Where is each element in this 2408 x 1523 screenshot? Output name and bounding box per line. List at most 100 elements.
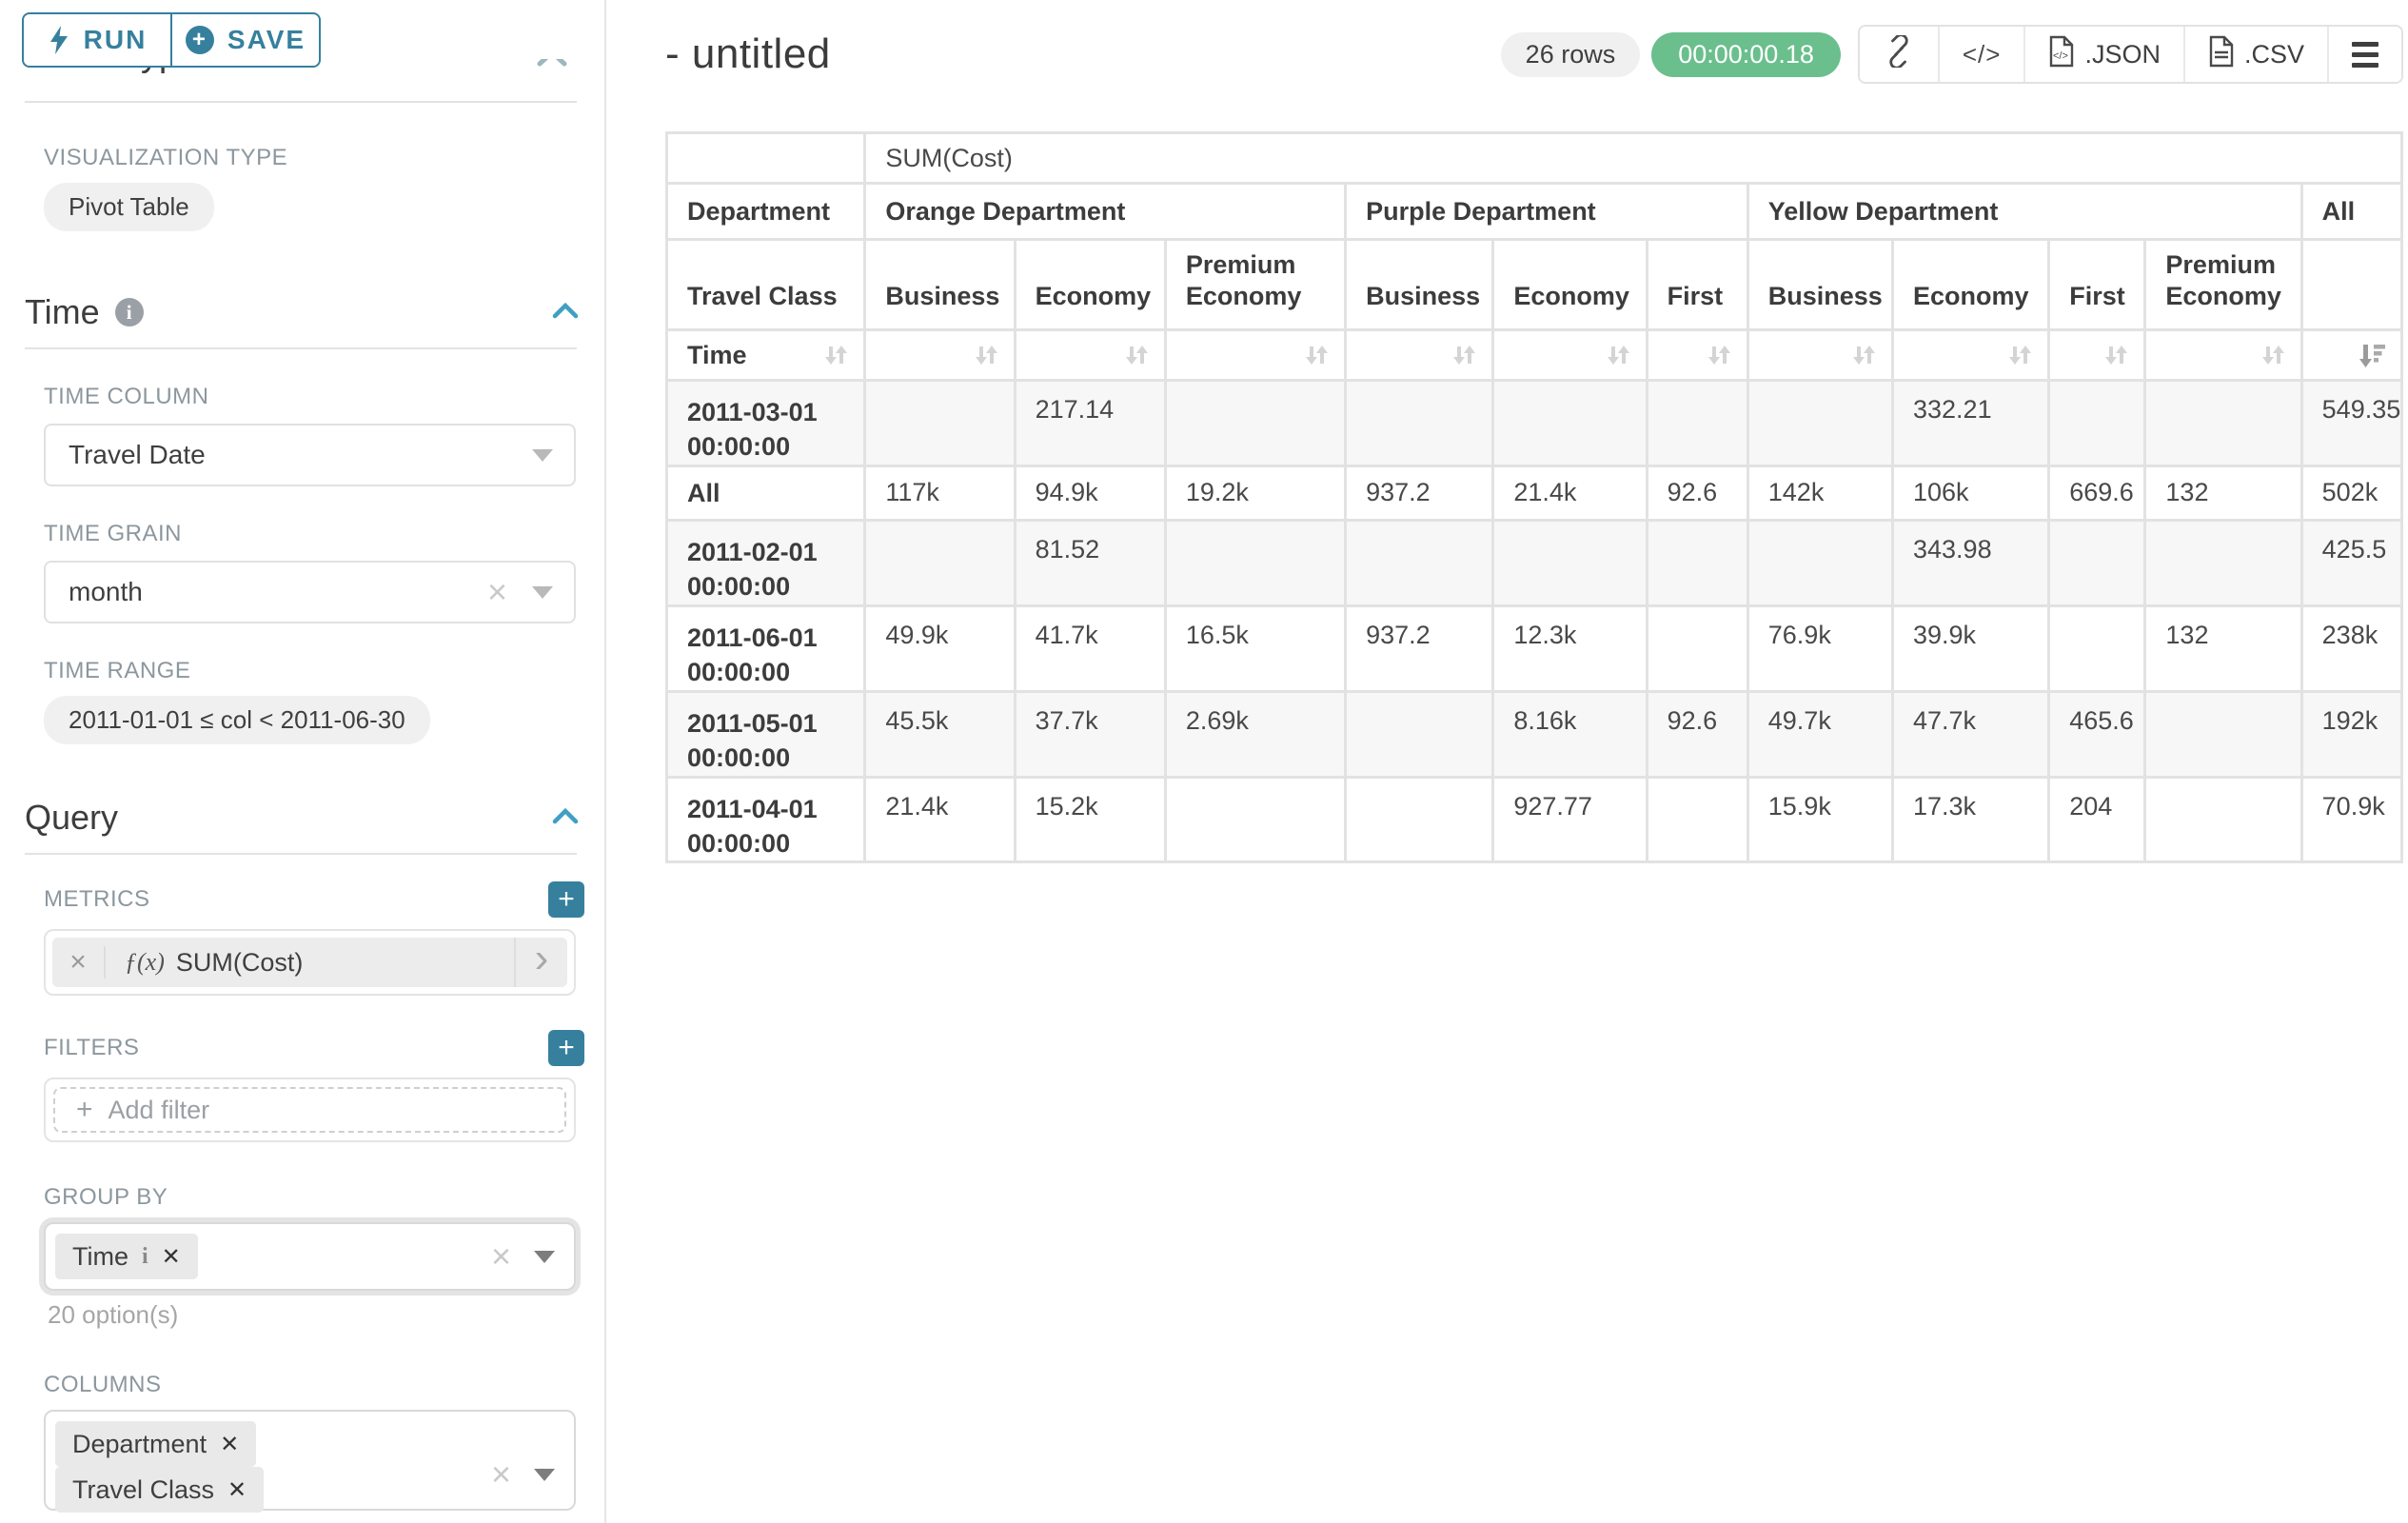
columns-chip[interactable]: Travel Class ✕ [55, 1467, 265, 1513]
pivot-value-cell [1748, 521, 1891, 604]
pivot-value-cell: 927.77 [1494, 778, 1646, 861]
pivot-value-cell: 8.16k [1494, 692, 1646, 776]
pivot-sort-cell [2146, 331, 2300, 379]
sort-icon[interactable] [1303, 342, 1331, 368]
menu-button[interactable] [2329, 27, 2401, 82]
group-by-chip[interactable]: Time i ✕ [55, 1234, 198, 1279]
columns-chip[interactable]: Department ✕ [55, 1421, 257, 1467]
columns-label: COLUMNS [44, 1372, 162, 1397]
pivot-row-header: 2011-03-01 00:00:00 [668, 382, 864, 465]
save-button[interactable]: + SAVE [171, 12, 321, 68]
save-button-label: SAVE [227, 25, 306, 54]
filters-control: + Add filter [44, 1078, 576, 1142]
metric-chip[interactable]: × ƒ(x) SUM(Cost) › [52, 938, 567, 987]
run-button[interactable]: RUN [22, 12, 171, 68]
sort-icon[interactable] [973, 342, 1000, 368]
time-range-value[interactable]: 2011-01-01 ≤ col < 2011-06-30 [44, 696, 430, 744]
pivot-value-cell: 21.4k [866, 778, 1014, 861]
pivot-value-cell: 92.6 [1648, 692, 1747, 776]
metrics-control: × ƒ(x) SUM(Cost) › [44, 929, 576, 996]
export-json-button[interactable]: </> .JSON [2025, 27, 2185, 82]
sort-icon[interactable] [2260, 342, 2287, 368]
pivot-metric-header: SUM(Cost) [866, 134, 2400, 182]
clear-icon[interactable]: × [486, 572, 507, 611]
chevron-down-icon[interactable] [532, 585, 553, 599]
remove-metric-icon[interactable]: × [52, 946, 106, 979]
pivot-value-cell [1347, 692, 1492, 776]
chevron-down-icon[interactable] [532, 448, 553, 462]
chevron-up-icon[interactable] [551, 805, 580, 831]
chevron-down-icon[interactable] [534, 1468, 555, 1481]
remove-chip-icon[interactable]: ✕ [220, 1431, 240, 1457]
section-divider [25, 347, 577, 349]
pivot-value-cell: 142k [1748, 466, 1891, 519]
pivot-value-cell [2146, 521, 2300, 604]
chip-label: Travel Class [72, 1474, 215, 1504]
group-by-select[interactable]: Time i ✕ × [44, 1222, 576, 1291]
pivot-value-cell: 76.9k [1748, 606, 1891, 690]
query-section-title: Query [25, 798, 119, 837]
pivot-sort-cell [866, 331, 1014, 379]
pivot-value-cell [1166, 382, 1345, 465]
pivot-sort-cell [2050, 331, 2144, 379]
pivot-value-cell [1494, 382, 1646, 465]
pivot-sort-cell [1748, 331, 1891, 379]
copy-link-button[interactable] [1859, 27, 1940, 82]
chevron-right-icon[interactable]: › [514, 938, 567, 987]
pivot-value-cell [2050, 382, 2144, 465]
time-column-value: Travel Date [69, 440, 206, 469]
pivot-value-cell: 217.14 [1016, 382, 1164, 465]
pivot-subcolumn-header: Economy [1894, 241, 2048, 328]
sort-icon[interactable] [2102, 342, 2130, 368]
time-column-select[interactable]: Travel Date [44, 424, 576, 486]
visualization-type-label: VISUALIZATION TYPE [44, 145, 288, 170]
chevron-up-icon[interactable] [532, 59, 572, 70]
sort-icon[interactable] [822, 342, 850, 368]
clear-icon[interactable]: × [490, 1454, 511, 1493]
remove-chip-icon[interactable]: ✕ [161, 1243, 181, 1270]
pivot-value-cell: 343.98 [1894, 521, 2048, 604]
embed-code-button[interactable]: </> [1939, 27, 2026, 82]
time-grain-select[interactable]: month × [44, 561, 576, 623]
chevron-up-icon[interactable] [551, 300, 580, 326]
metrics-label: METRICS [44, 886, 150, 912]
sort-icon[interactable] [1451, 342, 1478, 368]
pivot-table: SUM(Cost) Department Orange Department Purp… [665, 131, 2403, 864]
pivot-value-cell [1166, 778, 1345, 861]
visualization-type-value[interactable]: Pivot Table [44, 183, 214, 231]
chevron-down-icon[interactable] [534, 1250, 555, 1263]
pivot-subcolumn-header: Premium Economy [1166, 241, 1345, 328]
time-grain-label: TIME GRAIN [44, 521, 183, 546]
sort-icon[interactable] [1706, 342, 1733, 368]
sort-descending-icon[interactable] [2359, 342, 2387, 368]
export-csv-button[interactable]: .CSV [2184, 27, 2329, 82]
pivot-travel-class-label: Travel Class [668, 241, 864, 328]
group-by-options-note: 20 option(s) [48, 1300, 179, 1329]
add-filter-button[interactable]: + [548, 1030, 584, 1066]
sort-icon[interactable] [1123, 342, 1151, 368]
pivot-column-group-header: Purple Department [1347, 185, 1747, 238]
pivot-sort-cell [1494, 331, 1646, 379]
pivot-subcolumn-header: Economy [1016, 241, 1164, 328]
pivot-value-cell: 669.6 [2050, 466, 2144, 519]
query-duration-badge: 00:00:00.18 [1651, 31, 1841, 77]
pivot-value-cell: 238k [2302, 606, 2400, 690]
sort-icon[interactable] [2006, 342, 2034, 368]
add-filter-dropzone[interactable]: + Add filter [53, 1087, 566, 1133]
add-metric-button[interactable]: + [548, 881, 584, 918]
pivot-value-cell [1347, 382, 1492, 465]
pivot-value-cell: 192k [2302, 692, 2400, 776]
sort-icon[interactable] [1850, 342, 1878, 368]
plus-circle-icon: + [185, 26, 214, 54]
function-icon: ƒ(x) [125, 948, 165, 976]
sort-icon[interactable] [1605, 342, 1632, 368]
clear-icon[interactable]: × [490, 1236, 511, 1276]
columns-select[interactable]: Department ✕ Travel Class ✕ × [44, 1410, 576, 1513]
pivot-subcolumn-header: Economy [1494, 241, 1646, 328]
pivot-value-cell: 21.4k [1494, 466, 1646, 519]
lightning-bolt-icon [48, 25, 70, 55]
columns-options-note: 19 option(s) [48, 1520, 604, 1523]
pivot-value-cell [1347, 521, 1492, 604]
remove-chip-icon[interactable]: ✕ [227, 1476, 247, 1503]
pivot-value-cell: 132 [2146, 606, 2300, 690]
